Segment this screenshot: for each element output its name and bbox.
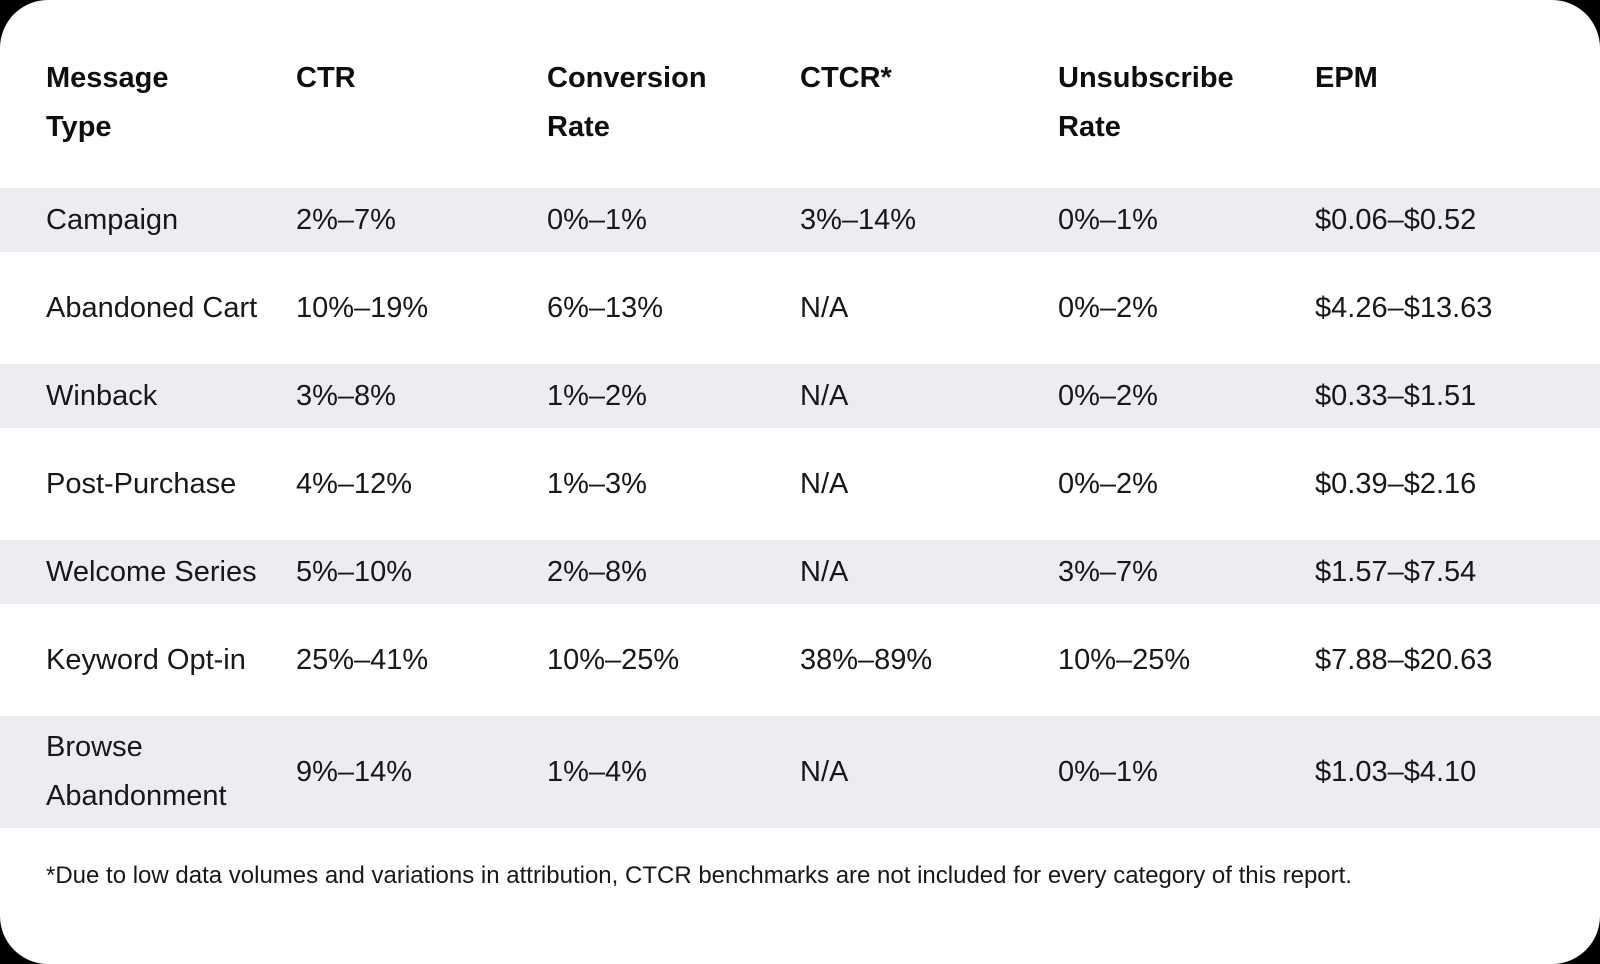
cell-epm: $0.39–$2.16 [1315,467,1477,500]
cell-epm: $7.88–$20.63 [1315,643,1493,676]
table-row-welcome-series: Welcome Series 5%–10% 2%–8% N/A 3%–7% $1… [0,540,1600,604]
ctcr-footnote: *Due to low data volumes and variations … [46,862,1352,889]
cell-conversion-rate: 6%–13% [547,291,664,324]
column-header-label: Message Type [46,62,169,143]
column-header-unsubscribe-rate: Unsubscribe Rate [1058,24,1315,164]
cell-epm: $1.03–$4.10 [1315,716,1600,828]
benchmark-table: Message Type CTR Conversion Rate CTCR* U… [0,24,1600,828]
cell-message-type: Winback [0,364,296,428]
cell-epm: $4.26–$13.63 [1315,291,1493,324]
cell-ctcr: N/A [800,291,849,324]
column-header-label: CTR [296,62,356,94]
cell-message-type: Campaign [0,188,296,252]
column-header-ctr: CTR [296,24,547,164]
column-header-label: Conversion Rate [547,62,707,143]
header-row: Message Type CTR Conversion Rate CTCR* U… [0,24,1600,164]
cell-conversion-rate: 1%–3% [547,467,647,500]
column-header-ctcr: CTCR* [800,24,1058,164]
cell-ctr: 10%–19% [296,291,429,324]
table-row-browse-abandonment: Browse Abandonment 9%–14% 1%–4% N/A 0%–1… [0,716,1600,828]
cell-ctcr: N/A [800,364,1058,428]
cell-message-type: Browse Abandonment [0,716,296,828]
cell-message-type: Abandoned Cart [46,291,258,324]
cell-unsubscribe-rate: 0%–2% [1058,467,1158,500]
cell-conversion-rate: 1%–2% [547,364,800,428]
column-header-label: CTCR* [800,62,892,94]
cell-unsubscribe-rate: 0%–1% [1058,716,1315,828]
cell-ctr: 4%–12% [296,467,413,500]
cell-conversion-rate: 0%–1% [547,188,800,252]
column-header-epm: EPM [1315,24,1600,164]
cell-ctcr: N/A [800,716,1058,828]
table-row-winback: Winback 3%–8% 1%–2% N/A 0%–2% $0.33–$1.5… [0,364,1600,428]
cell-conversion-rate: 2%–8% [547,540,800,604]
cell-ctcr: 3%–14% [800,188,1058,252]
cell-ctr: 5%–10% [296,540,547,604]
cell-unsubscribe-rate: 3%–7% [1058,540,1315,604]
cell-conversion-rate: 10%–25% [547,643,680,676]
table-row-post-purchase: Post-Purchase 4%–12% 1%–3% N/A 0%–2% $0.… [0,452,1600,516]
table-row-keyword-opt-in: Keyword Opt-in 25%–41% 10%–25% 38%–89% 1… [0,628,1600,692]
column-header-conversion-rate: Conversion Rate [547,24,800,164]
cell-unsubscribe-rate: 0%–1% [1058,188,1315,252]
cell-unsubscribe-rate: 0%–2% [1058,364,1315,428]
cell-message-type: Welcome Series [0,540,296,604]
cell-ctcr: 38%–89% [800,643,933,676]
cell-epm: $1.57–$7.54 [1315,540,1600,604]
cell-epm: $0.06–$0.52 [1315,188,1600,252]
cell-conversion-rate: 1%–4% [547,716,800,828]
table-row-campaign: Campaign 2%–7% 0%–1% 3%–14% 0%–1% $0.06–… [0,188,1600,252]
cell-ctcr: N/A [800,467,849,500]
column-header-label: Unsubscribe Rate [1058,62,1234,143]
cell-ctr: 25%–41% [296,643,429,676]
cell-message-type: Post-Purchase [46,467,237,500]
cell-ctr: 2%–7% [296,188,547,252]
cell-ctr: 9%–14% [296,716,547,828]
cell-ctcr: N/A [800,540,1058,604]
cell-unsubscribe-rate: 10%–25% [1058,643,1191,676]
table-row-abandoned-cart: Abandoned Cart 10%–19% 6%–13% N/A 0%–2% … [0,276,1600,340]
column-header-label: EPM [1315,62,1378,94]
cell-ctr: 3%–8% [296,364,547,428]
cell-epm: $0.33–$1.51 [1315,364,1600,428]
cell-unsubscribe-rate: 0%–2% [1058,291,1158,324]
cell-message-type: Keyword Opt-in [46,643,246,676]
column-header-message-type: Message Type [0,24,296,164]
